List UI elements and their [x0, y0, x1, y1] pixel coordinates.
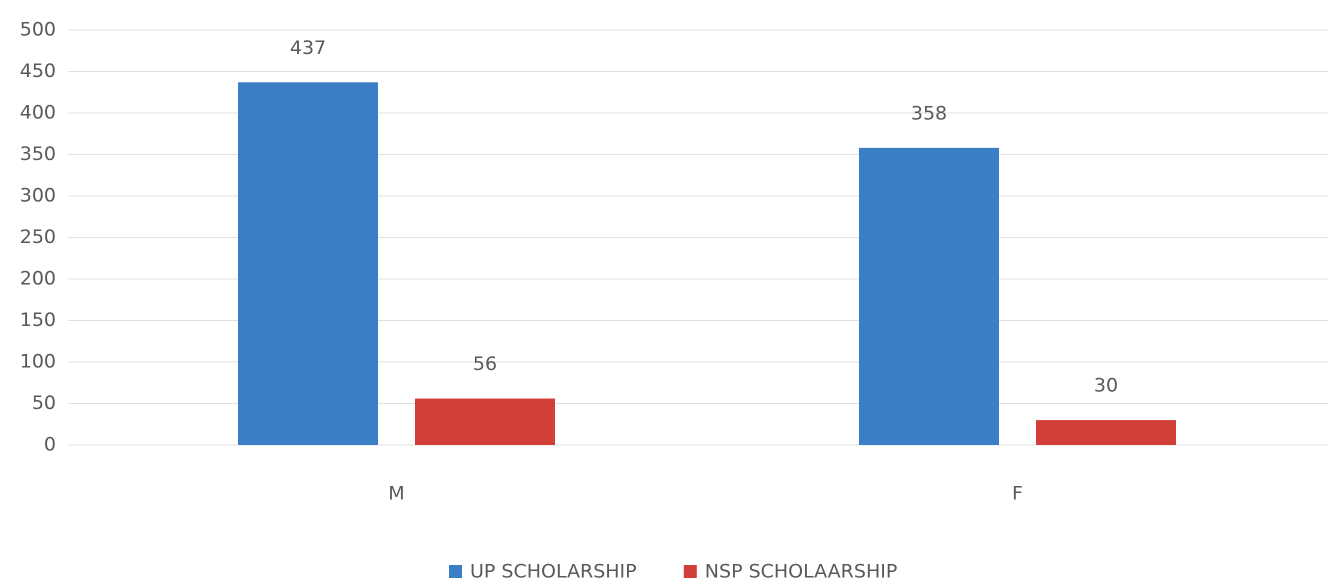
y-tick-label: 450	[20, 60, 56, 82]
legend-label: UP SCHOLARSHIP	[470, 561, 637, 581]
bar	[238, 82, 378, 445]
legend-label: NSP SCHOLAARSHIP	[705, 561, 898, 581]
bar	[415, 398, 555, 445]
data-label: 30	[1094, 375, 1118, 397]
y-tick-label: 350	[20, 143, 56, 165]
legend-swatch	[683, 565, 697, 578]
data-label: 56	[473, 353, 497, 375]
y-tick-label: 200	[20, 268, 56, 290]
y-tick-label: 300	[20, 185, 56, 207]
data-label: 358	[911, 102, 947, 124]
y-tick-label: 250	[20, 226, 56, 248]
data-label: 437	[290, 37, 326, 59]
bar	[1036, 420, 1176, 445]
x-tick-label: M	[388, 483, 404, 505]
y-tick-label: 50	[32, 392, 56, 414]
y-tick-label: 400	[20, 102, 56, 124]
bar	[859, 147, 999, 446]
y-tick-label: 100	[20, 351, 56, 373]
y-tick-label: 0	[44, 434, 56, 456]
y-tick-label: 150	[20, 309, 56, 331]
x-tick-label: F	[1012, 483, 1023, 505]
legend-swatch	[449, 565, 462, 578]
y-tick-label: 500	[20, 19, 56, 41]
